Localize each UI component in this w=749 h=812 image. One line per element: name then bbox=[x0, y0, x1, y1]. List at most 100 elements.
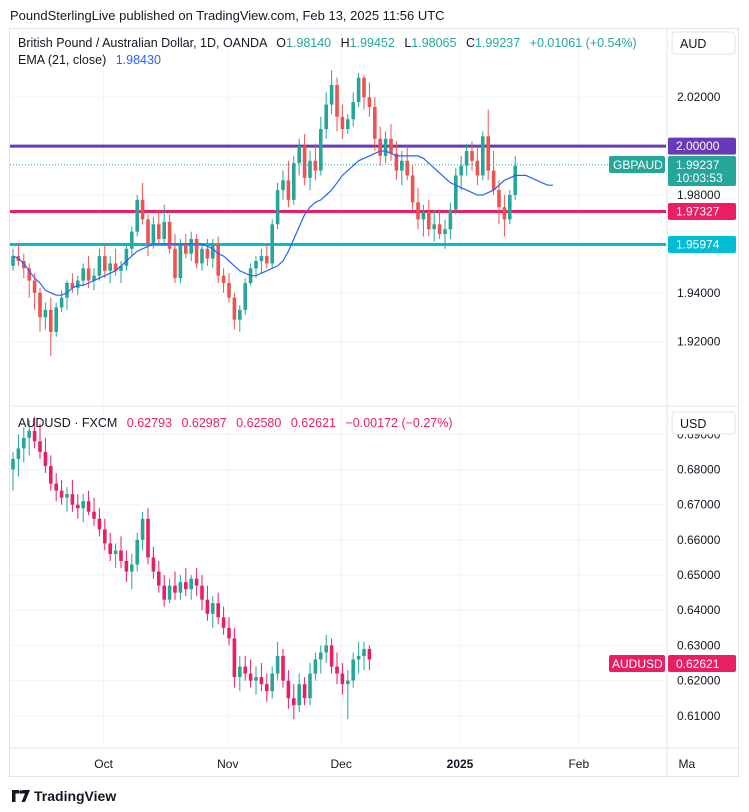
gbpaud-candle[interactable] bbox=[38, 292, 42, 318]
gbpaud-candle[interactable] bbox=[459, 165, 463, 176]
audusd-candle[interactable] bbox=[124, 560, 129, 572]
gbpaud-candle[interactable] bbox=[416, 202, 420, 220]
audusd-candle[interactable] bbox=[319, 652, 323, 660]
gbpaud-candle[interactable] bbox=[497, 190, 501, 208]
audusd-candle[interactable] bbox=[157, 571, 161, 586]
gbpaud-candle[interactable] bbox=[221, 275, 226, 283]
audusd-candle[interactable] bbox=[178, 582, 183, 593]
gbpaud-candle[interactable] bbox=[76, 280, 80, 288]
audusd-candle[interactable] bbox=[238, 666, 242, 678]
gbpaud-candle[interactable] bbox=[281, 180, 285, 191]
audusd-candle[interactable] bbox=[70, 494, 75, 505]
gbpaud-candle[interactable] bbox=[232, 297, 237, 320]
gbpaud-candle[interactable] bbox=[373, 107, 377, 139]
gbpaud-candle[interactable] bbox=[297, 146, 301, 164]
gbpaud-candle[interactable] bbox=[124, 248, 129, 266]
audusd-candle[interactable] bbox=[59, 490, 64, 498]
audusd-candle[interactable] bbox=[92, 511, 96, 519]
gbpaud-candle[interactable] bbox=[65, 283, 69, 298]
gbpaud-candle[interactable] bbox=[43, 309, 48, 318]
audusd-candle[interactable] bbox=[151, 557, 156, 572]
gbpaud-candle[interactable] bbox=[383, 138, 388, 156]
audusd-legend[interactable]: AUDUSD · FXCM 0.62793 0.62987 0.62580 0.… bbox=[18, 416, 453, 430]
gbpaud-candle[interactable] bbox=[481, 136, 485, 176]
audusd-candle[interactable] bbox=[346, 680, 350, 685]
time-scale[interactable]: Oct Nov Dec 2025 Feb Ma bbox=[94, 757, 695, 771]
audusd-candle[interactable] bbox=[297, 684, 301, 706]
gbpaud-candles[interactable] bbox=[11, 70, 517, 357]
audusd-candle[interactable] bbox=[162, 585, 166, 600]
gbpaud-candle[interactable] bbox=[432, 224, 436, 230]
gbpaud-candle[interactable] bbox=[130, 231, 134, 249]
gbpaud-candle[interactable] bbox=[119, 265, 123, 271]
audusd-candle[interactable] bbox=[351, 659, 355, 681]
audusd-candle[interactable] bbox=[119, 550, 123, 561]
audusd-candle[interactable] bbox=[65, 494, 69, 498]
audusd-candle[interactable] bbox=[173, 585, 177, 593]
gbpaud-candle[interactable] bbox=[103, 256, 107, 271]
audusd-candle[interactable] bbox=[221, 617, 226, 628]
audusd-candle[interactable] bbox=[167, 585, 172, 600]
gbpaud-candle[interactable] bbox=[410, 175, 415, 203]
gbpaud-candle[interactable] bbox=[216, 243, 220, 276]
gbpaud-candle[interactable] bbox=[243, 283, 247, 310]
gbpaud-candle[interactable] bbox=[211, 243, 215, 259]
audusd-candle[interactable] bbox=[259, 677, 264, 685]
gbpaud-candle[interactable] bbox=[356, 77, 361, 103]
audusd-candle[interactable] bbox=[292, 698, 296, 706]
gbpaud-candle[interactable] bbox=[421, 212, 426, 220]
gbpaud-candle[interactable] bbox=[194, 239, 199, 264]
gbpaud-candle[interactable] bbox=[346, 119, 350, 129]
gbpaud-candle[interactable] bbox=[270, 224, 274, 264]
audusd-candle[interactable] bbox=[367, 648, 372, 660]
audusd-candle[interactable] bbox=[135, 539, 139, 565]
audusd-candle[interactable] bbox=[329, 645, 334, 667]
audusd-candle[interactable] bbox=[275, 655, 280, 674]
audusd-candle[interactable] bbox=[113, 550, 118, 554]
gbpaud-candle[interactable] bbox=[443, 229, 447, 235]
gbpaud-candle[interactable] bbox=[340, 116, 345, 129]
audusd-candle[interactable] bbox=[43, 451, 48, 466]
audusd-candle[interactable] bbox=[130, 564, 134, 572]
gbpaud-candle[interactable] bbox=[313, 160, 318, 171]
gbpaud-candle[interactable] bbox=[146, 219, 150, 244]
gbpaud-candle[interactable] bbox=[513, 165, 517, 195]
audusd-candle[interactable] bbox=[286, 680, 291, 699]
gbpaud-candle[interactable] bbox=[205, 248, 210, 259]
gbpaud-candle[interactable] bbox=[167, 221, 172, 249]
gbpaud-candle[interactable] bbox=[308, 160, 312, 178]
audusd-candle[interactable] bbox=[362, 648, 366, 656]
gbpaud-candle[interactable] bbox=[184, 243, 188, 254]
gbpaud-candle[interactable] bbox=[437, 224, 442, 235]
audusd-candle[interactable] bbox=[302, 684, 307, 699]
gbpaud-candle[interactable] bbox=[329, 85, 334, 105]
gbpaud-candle[interactable] bbox=[49, 309, 53, 332]
gbpaud-candle[interactable] bbox=[151, 224, 156, 244]
audusd-candle[interactable] bbox=[11, 458, 15, 470]
gbpaud-candle[interactable] bbox=[486, 136, 490, 171]
gbpaud-candle[interactable] bbox=[162, 221, 166, 239]
gbpaud-candle[interactable] bbox=[59, 297, 64, 308]
audusd-candle[interactable] bbox=[38, 441, 42, 452]
gbpaud-price-scale[interactable]: 2.02000 1.98000 1.94000 1.92000 bbox=[677, 90, 721, 348]
audusd-candle[interactable] bbox=[227, 627, 231, 639]
gbpaud-candle[interactable] bbox=[491, 170, 496, 191]
audusd-candles[interactable] bbox=[11, 416, 372, 720]
gbpaud-candle[interactable] bbox=[335, 85, 339, 117]
gbpaud-candle[interactable] bbox=[178, 243, 183, 279]
audusd-candle[interactable] bbox=[27, 430, 31, 438]
gbpaud-candle[interactable] bbox=[265, 256, 269, 264]
gbpaud-candle[interactable] bbox=[157, 224, 161, 239]
gbpaud-candle[interactable] bbox=[227, 283, 231, 298]
audusd-candle[interactable] bbox=[54, 483, 58, 491]
gbpaud-candle[interactable] bbox=[302, 146, 307, 178]
gbpaud-candle[interactable] bbox=[81, 268, 85, 281]
audusd-candle[interactable] bbox=[146, 518, 150, 558]
audusd-candle[interactable] bbox=[216, 603, 220, 618]
audusd-candle[interactable] bbox=[189, 578, 193, 590]
footer-brand[interactable]: TradingView bbox=[12, 788, 116, 804]
audusd-candle[interactable] bbox=[184, 582, 188, 590]
audusd-candle[interactable] bbox=[103, 529, 107, 544]
audusd-candle[interactable] bbox=[97, 518, 102, 530]
